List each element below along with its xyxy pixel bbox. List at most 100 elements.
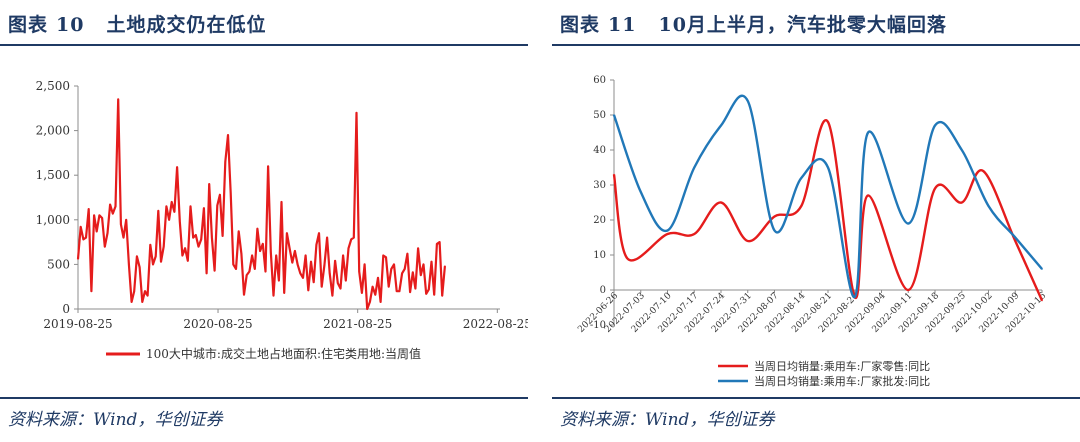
data-point [203, 207, 205, 209]
right-figure-title: 图表 11 10月上半月，汽车批零大幅回落 [560, 10, 947, 37]
data-point [101, 217, 103, 219]
data-point [87, 208, 90, 210]
right-figure-panel: 图表 11 10月上半月，汽车批零大幅回落 -10 0 10 20 30 40 50 60 2022… [552, 0, 1080, 442]
data-point [401, 272, 403, 275]
left-footer-rule [0, 397, 528, 399]
data-point [379, 301, 382, 303]
data-point [224, 161, 227, 163]
data-point [184, 247, 186, 250]
data-point [144, 290, 146, 292]
data-point [286, 232, 288, 234]
data-point [395, 290, 398, 292]
data-point [337, 282, 339, 284]
data-point [197, 245, 200, 248]
data-point [157, 210, 160, 212]
data-point [800, 177, 803, 179]
data-point [125, 219, 127, 221]
data-point [350, 238, 353, 241]
data-point [79, 226, 82, 228]
left-figure-title: 图表 10 土地成交仍在低位 [8, 10, 266, 37]
data-point [382, 254, 385, 257]
data-point [235, 268, 237, 270]
data-point [98, 214, 101, 217]
data-point [934, 187, 936, 190]
data-point [122, 236, 125, 239]
x-tick-label: 2022-08-25 [463, 317, 528, 331]
right-footer-rule [552, 397, 1080, 399]
x-tick-label: 2020-08-25 [183, 317, 252, 331]
data-point [117, 98, 119, 101]
data-point [318, 232, 320, 234]
right-source-note: 资料来源：Wind，华创证券 [560, 410, 775, 430]
data-point [254, 268, 256, 270]
data-point [422, 263, 425, 266]
left-figure-title-text: 土地成交仍在低位 [106, 14, 267, 36]
legend-label: 100大中城市:成交土地占地面积:住宅类用地:当周值 [146, 346, 421, 361]
data-point [288, 247, 291, 250]
data-point [320, 285, 323, 288]
data-point [420, 274, 422, 276]
data-point [666, 233, 669, 235]
data-point [248, 270, 251, 273]
data-point [262, 243, 264, 245]
data-point [355, 112, 358, 114]
data-point [982, 170, 984, 172]
data-point [436, 243, 438, 245]
data-point [747, 240, 749, 242]
left-figure-number: 10 [56, 14, 85, 36]
data-point [693, 233, 696, 235]
data-point [353, 236, 355, 239]
data-point [326, 236, 328, 239]
data-point [747, 100, 749, 102]
data-point [302, 277, 304, 279]
data-point [412, 271, 414, 274]
data-point [433, 293, 436, 296]
data-point [377, 277, 379, 279]
data-point [425, 293, 428, 295]
series-line-retail-yoy [612, 118, 1044, 301]
left-figure-label: 图表 [8, 14, 49, 36]
data-point [345, 279, 347, 282]
left-figure-panel: 图表 10 土地成交仍在低位 0 500 1,000 1,500 2,000 2,500 201… [0, 0, 528, 442]
data-point [229, 192, 232, 194]
data-point [334, 260, 336, 262]
data-point [315, 244, 318, 246]
y-tick-label: 2,000 [36, 124, 70, 138]
right-figure-label: 图表 [560, 14, 601, 36]
data-point [310, 260, 312, 263]
data-point [339, 287, 342, 290]
data-point [211, 236, 213, 239]
data-point [85, 236, 87, 239]
data-point [1014, 236, 1017, 239]
data-point [417, 247, 419, 250]
data-point [406, 252, 409, 255]
data-point [312, 281, 315, 283]
data-point [192, 236, 194, 239]
data-point [267, 165, 269, 168]
data-point [130, 301, 133, 303]
data-point [77, 258, 79, 260]
y-tick-label: 20 [593, 215, 606, 226]
data-point [363, 263, 366, 266]
y-tick-label: 60 [593, 75, 606, 86]
data-point [232, 263, 235, 266]
y-tick-label: 30 [593, 180, 606, 191]
legend-label: 当周日均销量:乘用车:厂家零售:同比 [754, 359, 930, 373]
series-line-wholesale-yoy [612, 94, 1043, 299]
data-point [393, 263, 395, 266]
data-point [109, 203, 111, 206]
y-tick-label: 2,500 [36, 79, 70, 93]
data-point [162, 245, 165, 248]
data-point [987, 205, 990, 207]
data-point [428, 288, 430, 291]
data-point [827, 121, 829, 123]
data-point [160, 260, 162, 263]
data-point [219, 194, 221, 196]
data-point [323, 264, 326, 267]
data-point [1014, 240, 1017, 242]
data-point [854, 296, 856, 298]
data-point [149, 244, 152, 246]
data-point [666, 229, 669, 232]
data-point [304, 254, 307, 257]
data-point [251, 254, 253, 257]
